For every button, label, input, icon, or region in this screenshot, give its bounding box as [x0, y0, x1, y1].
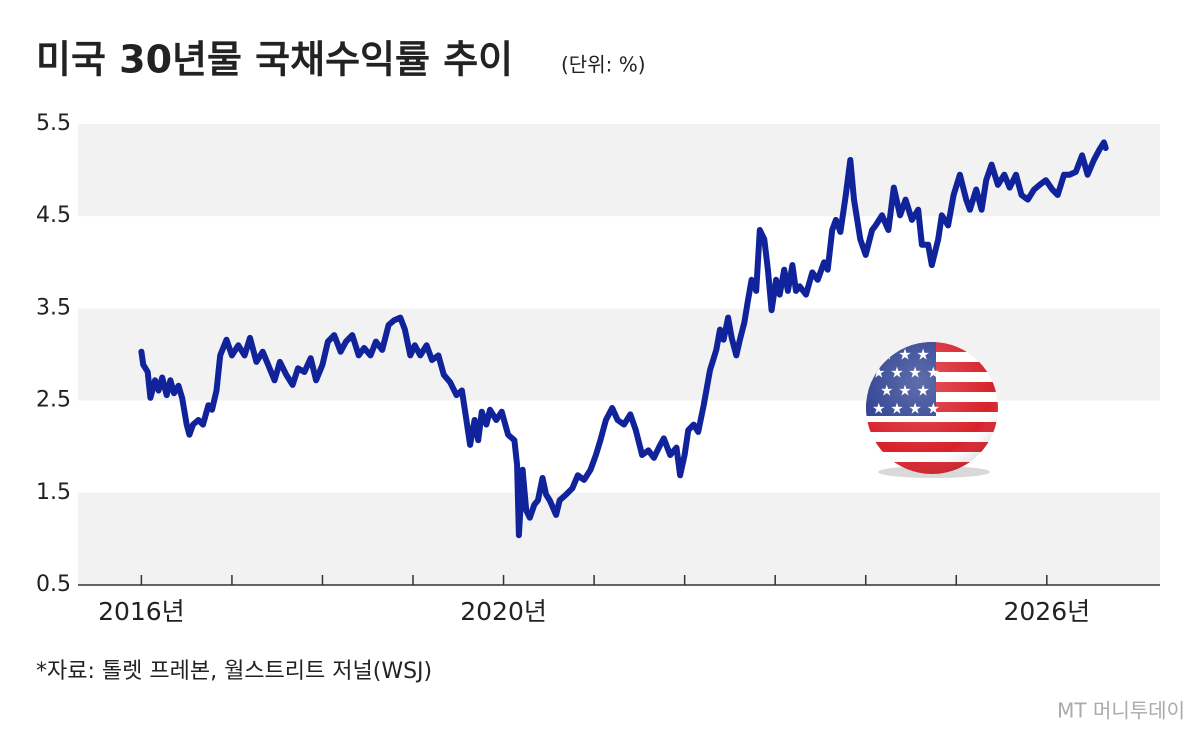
- y-tick-label: 4.5: [36, 203, 71, 228]
- chart-subtitle: (단위: %): [561, 53, 646, 77]
- data-line: [138, 139, 1109, 539]
- grid-band: [78, 124, 1160, 217]
- y-tick-label: 5.5: [36, 111, 71, 136]
- source-note: *자료: 톨렛 프레본, 월스트리트 저널(WSJ): [36, 659, 432, 684]
- x-tick-label: 2026년: [1004, 597, 1091, 626]
- chart-title: 미국 30년물 국채수익률 추이: [36, 38, 513, 82]
- grid-band: [78, 492, 1160, 585]
- y-tick-label: 0.5: [36, 572, 71, 597]
- y-tick-label: 3.5: [36, 295, 71, 320]
- watermark: MT 머니투데이: [1057, 699, 1185, 723]
- x-tick-label: 2020년: [460, 597, 547, 626]
- x-tick-label: 2016년: [98, 597, 185, 626]
- us-flag: ★ ★ ★ ★ ★ ★ ★ ★ ★ ★ ★ ★ ★ ★: [866, 342, 998, 478]
- grid-band: [78, 308, 1160, 401]
- y-tick-label: 2.5: [36, 388, 71, 413]
- y-tick-label: 1.5: [36, 480, 71, 505]
